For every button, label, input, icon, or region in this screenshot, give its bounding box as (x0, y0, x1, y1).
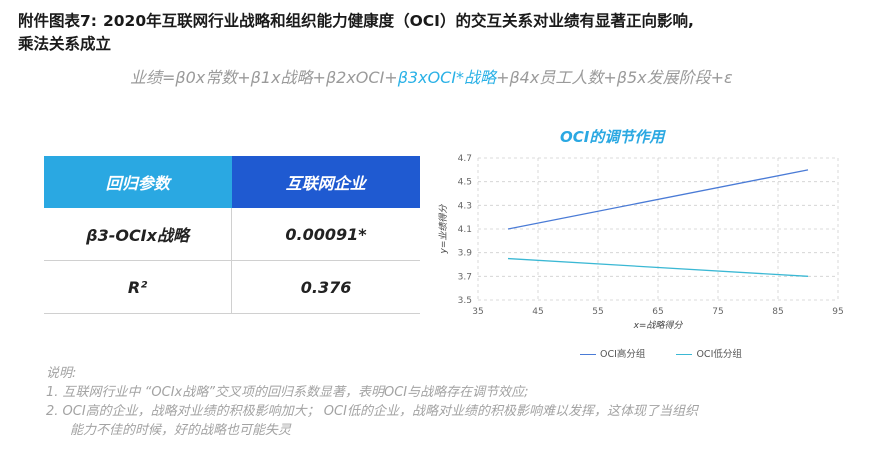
y-tick-label: 3.9 (458, 249, 473, 259)
table-cell: 0.00091* (231, 208, 420, 261)
y-axis-label: y=业绩得分 (438, 204, 449, 255)
line-chart: 3.5 3.7 3.9 4.1 4.3 4.5 4.7 35 45 55 65 75 85 95 x=战略得… (438, 154, 844, 331)
table-header-param: 回归参数 (44, 156, 232, 208)
title-prefix: 附件图表7: (18, 12, 97, 30)
x-tick-label: 45 (532, 307, 543, 317)
chart-title: OCI的调节作用 (560, 128, 665, 146)
y-tick-label: 4.3 (458, 201, 472, 211)
legend-line-high (580, 354, 596, 355)
x-tick-label: 75 (712, 307, 723, 317)
formula-part2: +β4x员工人数+β5x发展阶段+ε (496, 68, 733, 87)
notes: 说明: 1. 互联网行业中 “OCIx战略”交叉项的回归系数显著，表明OCI与战… (46, 364, 846, 440)
y-tick-label: 3.5 (458, 296, 472, 306)
table-cell: β3-OCIx战略 (44, 208, 232, 261)
x-axis-label: x=战略得分 (633, 320, 684, 331)
title-line1: 2020年互联网行业战略和组织能力健康度（OCI）的交互关系对业绩有显著正向影响… (102, 12, 694, 30)
y-tick-label: 4.5 (458, 178, 472, 188)
regression-table: 回归参数 互联网企业 β3-OCIx战略 0.00091* R² 0.376 (44, 156, 420, 314)
note-item: 2. OCI高的企业，战略对业绩的积极影响加大； OCI低的企业，战略对业绩的积… (46, 404, 698, 419)
formula-part1: 业绩=β0x常数+β1x战略+β2xOCI+ (130, 68, 398, 87)
series-line-high (507, 169, 809, 230)
note-item: 能力不佳的时候，好的战略也可能失灵 (70, 423, 292, 438)
regression-formula: 业绩=β0x常数+β1x战略+β2xOCI+β3xOCI*战略+β4x员工人数+… (130, 64, 733, 88)
table-header-row: 回归参数 互联网企业 (44, 156, 420, 208)
table-header-internet: 互联网企业 (231, 156, 420, 208)
x-tick-label: 95 (832, 307, 843, 317)
legend-item-low: OCI低分组 (676, 346, 742, 360)
x-tick-label: 65 (652, 307, 663, 317)
x-tick-label: 35 (472, 307, 483, 317)
table-cell: 0.376 (231, 260, 420, 314)
series-line-low (507, 257, 809, 277)
y-tick-label: 3.7 (458, 272, 472, 282)
notes-label: 说明: (46, 366, 77, 381)
formula-highlight: β3xOCI*战略 (397, 68, 497, 87)
y-tick-label: 4.1 (458, 225, 472, 235)
slide-title: 附件图表7: 2020年互联网行业战略和组织能力健康度（OCI）的交互关系对业绩有… (18, 10, 878, 56)
y-tick-label: 4.7 (458, 154, 472, 164)
legend-item-high: OCI高分组 (580, 346, 645, 360)
x-tick-label: 85 (772, 307, 783, 317)
chart-legend: OCI高分组 OCI低分组 (580, 346, 770, 360)
table-row: R² 0.376 (44, 260, 420, 314)
note-item: 1. 互联网行业中 “OCIx战略”交叉项的回归系数显著，表明OCI与战略存在调… (46, 385, 529, 400)
table-cell: R² (44, 260, 232, 314)
title-line2: 乘法关系成立 (18, 35, 112, 53)
legend-label-high: OCI高分组 (600, 349, 646, 360)
table-row: β3-OCIx战略 0.00091* (44, 208, 420, 261)
legend-line-low (676, 354, 693, 355)
x-tick-label: 55 (592, 307, 603, 317)
legend-label-low: OCI低分组 (696, 349, 742, 360)
